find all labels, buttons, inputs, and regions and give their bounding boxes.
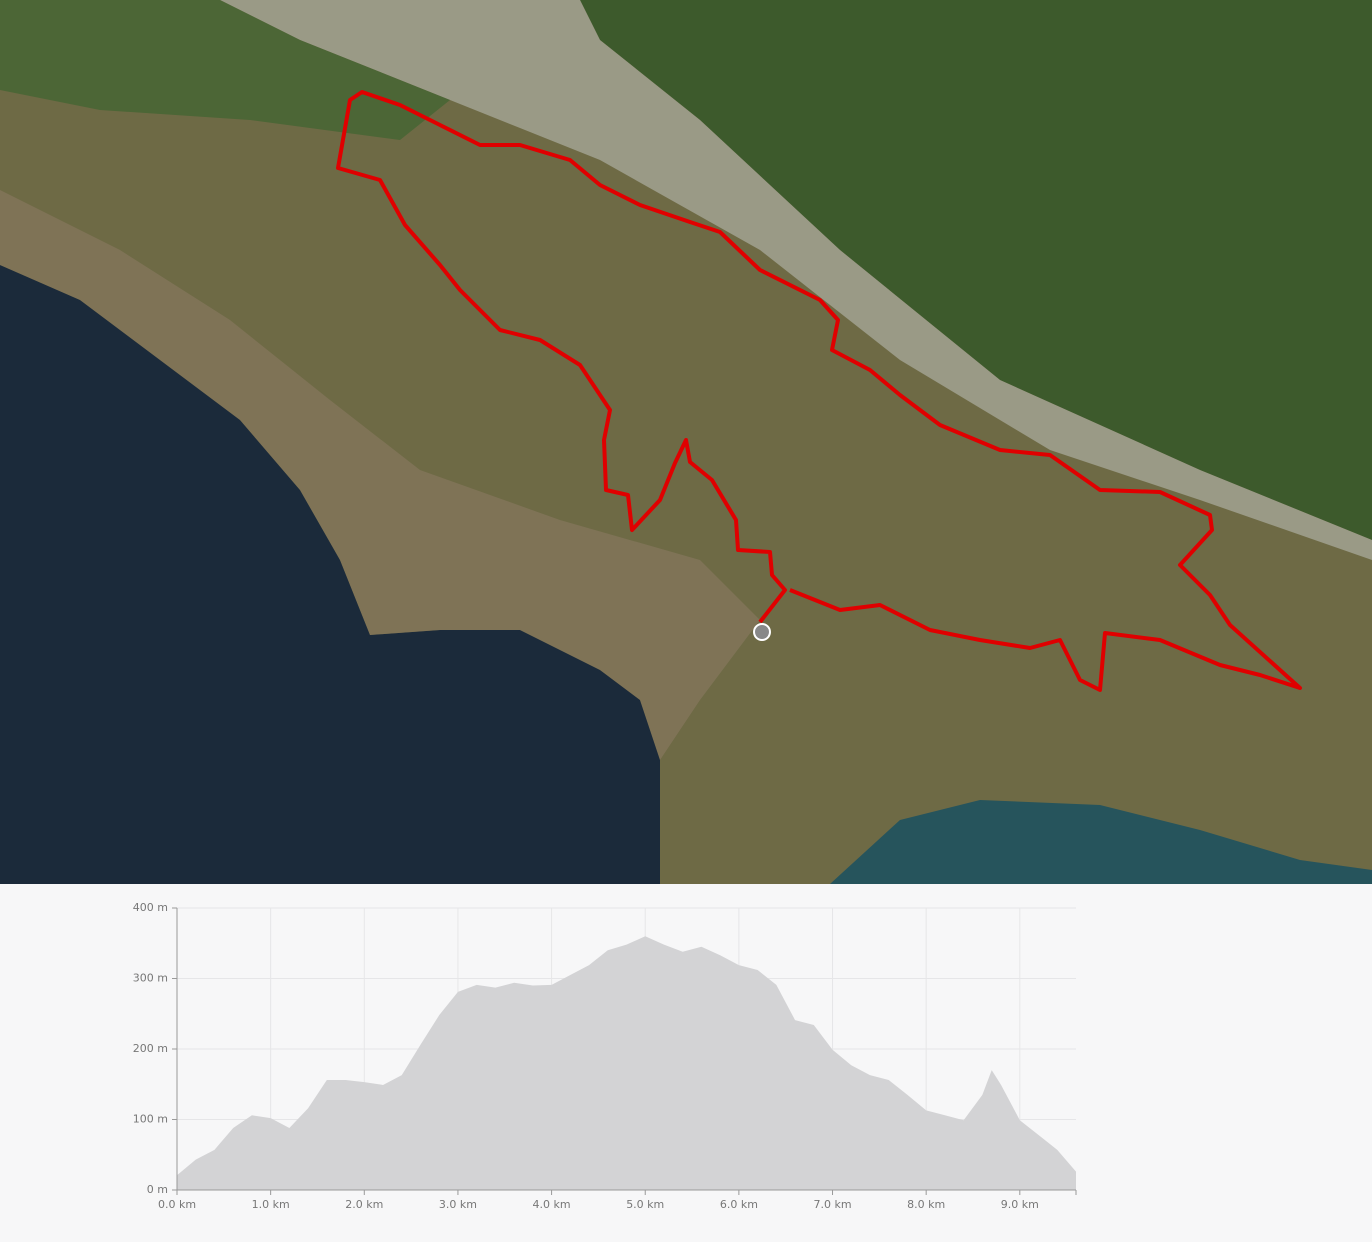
x-tick-label: 8.0 km — [907, 1198, 945, 1211]
sea — [0, 265, 660, 884]
x-tick-label: 2.0 km — [345, 1198, 383, 1211]
x-tick-label: 4.0 km — [533, 1198, 571, 1211]
x-tick-label: 3.0 km — [439, 1198, 477, 1211]
y-tick-label: 300 m — [133, 972, 168, 985]
y-tick-label: 0 m — [147, 1183, 168, 1196]
elevation-area — [177, 936, 1076, 1190]
vegetation — [0, 0, 450, 140]
bay — [830, 800, 1372, 884]
map[interactable] — [0, 0, 1372, 884]
start-marker[interactable] — [753, 623, 771, 641]
forest — [580, 0, 1372, 540]
x-tick-label: 5.0 km — [626, 1198, 664, 1211]
x-tick-label: 7.0 km — [813, 1198, 851, 1211]
y-tick-label: 400 m — [133, 901, 168, 914]
x-tick-label: 6.0 km — [720, 1198, 758, 1211]
route — [336, 90, 1302, 692]
elevation-chart: 0 m 100 m 200 m 300 m 400 m 0.0 km 1.0 km 2.0 k… — [133, 901, 1077, 1211]
y-tick-label: 200 m — [133, 1042, 168, 1055]
x-tick-label: 9.0 km — [1001, 1198, 1039, 1211]
y-tick-label: 100 m — [133, 1113, 168, 1126]
x-tick-label: 0.0 km — [158, 1198, 196, 1211]
x-tick-label: 1.0 km — [252, 1198, 290, 1211]
town — [0, 190, 760, 760]
limestone — [220, 0, 1372, 560]
